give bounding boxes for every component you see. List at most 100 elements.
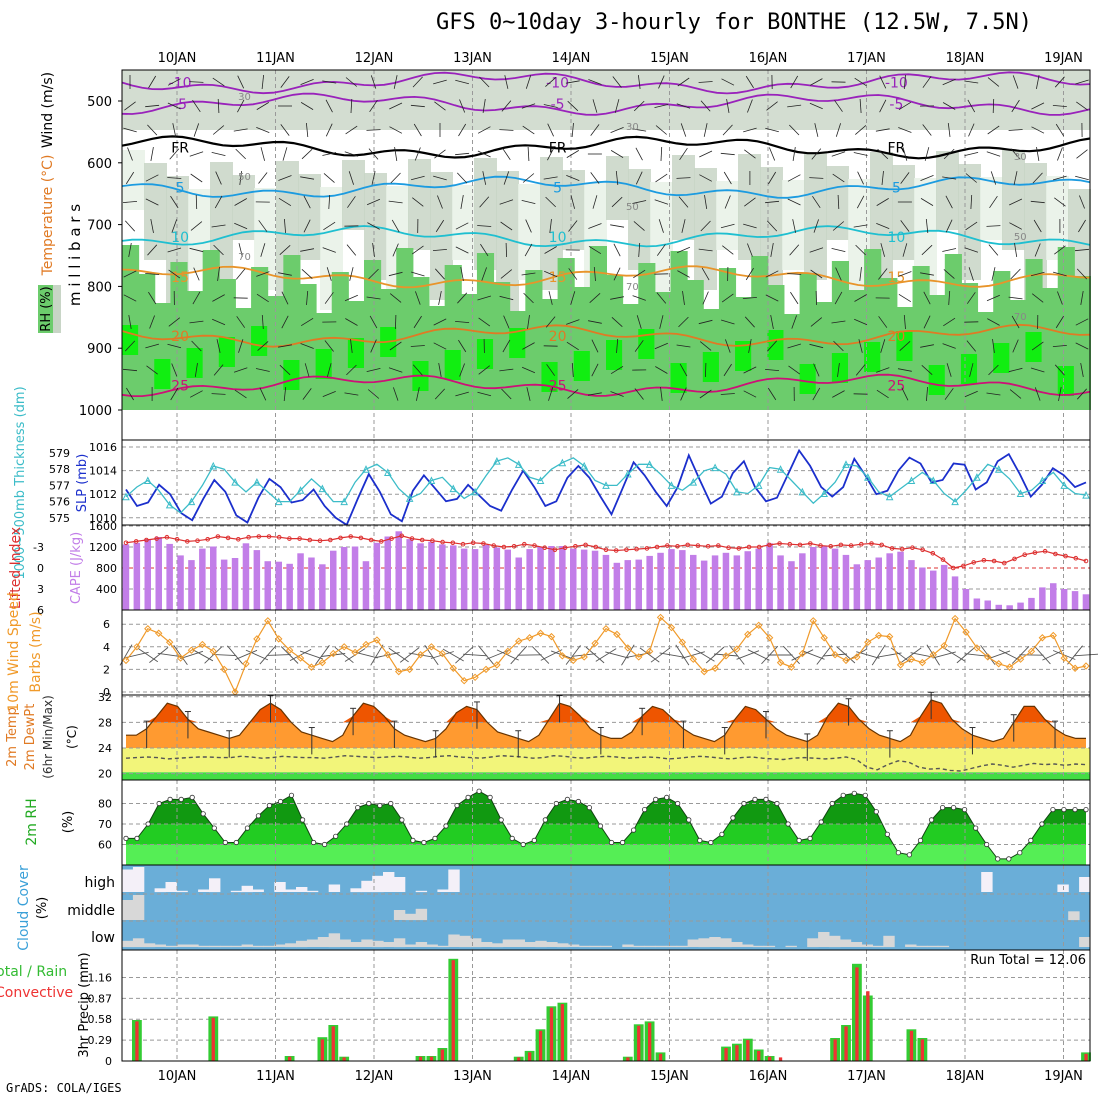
date-tick-label: 15JAN <box>650 1069 689 1084</box>
temp-tick-label: 20 <box>98 768 112 781</box>
wind-barb <box>145 104 160 108</box>
wind-barb <box>238 243 243 257</box>
cape-bar <box>624 560 631 610</box>
cape-bar <box>275 561 282 610</box>
low-band-fill <box>122 772 1090 780</box>
wind-barb <box>1031 102 1045 110</box>
wind-barb <box>745 267 754 281</box>
rh-moist-cell <box>202 250 220 410</box>
wind-barb <box>942 102 956 110</box>
surface-wind-barb <box>1073 653 1099 657</box>
wind-speed-point <box>1071 664 1079 672</box>
temp-unit-label: (°C) <box>65 725 79 749</box>
wind-barb <box>281 315 289 329</box>
thickness-point <box>885 492 894 501</box>
wind-speed-point <box>427 643 436 651</box>
wind-speed-point <box>678 638 687 646</box>
wind-barb <box>987 125 1000 135</box>
surface-wind-barb <box>705 646 725 664</box>
wind-barb <box>965 221 978 231</box>
cloud-high-bar <box>383 872 395 892</box>
wind-barb <box>720 393 735 395</box>
rh2m-point <box>145 821 151 827</box>
rh2m-point <box>167 796 173 803</box>
wind-barb <box>459 99 466 113</box>
lifted-index-point <box>1022 552 1027 558</box>
wind-barb <box>1055 123 1064 137</box>
wind-barb <box>587 392 602 396</box>
cloud-low-bar <box>470 938 482 948</box>
surface-wind-barb <box>801 650 825 660</box>
wind-barb <box>128 243 132 257</box>
cloud-high-bar <box>1079 877 1091 892</box>
rh2m-point <box>399 817 405 823</box>
wind-barb <box>742 297 757 299</box>
wind-barb <box>525 75 532 89</box>
cloud-high-bar <box>361 880 373 893</box>
pressure-tick-label: 700 <box>87 219 112 234</box>
wind-barb <box>455 79 470 85</box>
precip-tick-label: 0.58 <box>88 1013 113 1026</box>
wind-speed-point <box>122 656 130 665</box>
wind-barb <box>215 171 222 185</box>
cape-bar <box>853 564 861 610</box>
cape-bar <box>1082 594 1090 611</box>
wind-barb <box>278 175 292 181</box>
wind-barb <box>433 342 447 350</box>
temp-panel: 20 24 28 32 2m Temp 2m DewPt (6hr Min/Max) (°C) <box>5 691 1091 781</box>
wind-speed-point <box>1060 654 1068 662</box>
lifted-index-point <box>542 545 548 551</box>
wind-barb <box>677 77 690 87</box>
wind-barb <box>325 123 333 137</box>
rh-moist-cell <box>525 270 543 410</box>
wind-barb <box>809 247 824 253</box>
wind-barb <box>592 99 598 113</box>
wind-barb <box>194 363 198 377</box>
lifted-index-point <box>501 544 507 550</box>
wind-barb <box>167 343 182 349</box>
wind-barb <box>1052 105 1067 107</box>
li-tick-label: -3 <box>33 541 44 554</box>
wind-barb <box>834 100 843 112</box>
wind-barb <box>682 291 685 305</box>
rh2m-point <box>531 837 537 844</box>
wind-barb <box>128 315 132 329</box>
wind-barb <box>147 244 158 256</box>
wind-barb <box>168 317 181 327</box>
wind-barb <box>678 316 689 328</box>
temperature-contour-label: -10 <box>169 75 192 91</box>
cloud-low-bar <box>241 944 253 947</box>
wind-barb <box>721 293 734 303</box>
wind-barb <box>190 173 203 183</box>
temperature-contour-label: -5 <box>173 97 187 113</box>
cape-bar <box>984 600 991 610</box>
wind-barb <box>834 291 843 305</box>
precip-axis-label: 3hr Precip (mm) <box>77 952 92 1057</box>
cape-bar <box>897 551 904 610</box>
rh2m-point <box>344 821 350 827</box>
cloud-low-bar <box>306 939 319 947</box>
wind-barb <box>858 339 863 353</box>
rh-saturated-cell <box>315 349 333 379</box>
lifted-index-point <box>256 534 262 539</box>
cloud-middle-bar <box>1068 911 1080 921</box>
wind-barb <box>521 200 536 204</box>
wind-barb <box>349 267 354 281</box>
rh-contour-label: 50 <box>1014 232 1027 243</box>
surface-wind-barb <box>424 644 439 666</box>
wind-barb <box>720 319 735 325</box>
wind-barb <box>1075 342 1089 350</box>
wind-barb <box>809 102 823 110</box>
wind-barb <box>898 293 912 303</box>
surface-wind-barb <box>234 649 258 661</box>
rh-saturated-cell <box>541 362 559 392</box>
rh2m-point <box>487 794 493 801</box>
cloud-high-bar <box>154 888 166 893</box>
wind-barb <box>964 247 979 253</box>
rh2m-point <box>333 833 339 839</box>
wind-barb <box>366 129 381 131</box>
wind-speed-point <box>373 636 381 644</box>
rh2m-point <box>741 800 747 807</box>
wind-barb <box>392 243 399 257</box>
temperature-contour-label: 25 <box>171 378 189 394</box>
